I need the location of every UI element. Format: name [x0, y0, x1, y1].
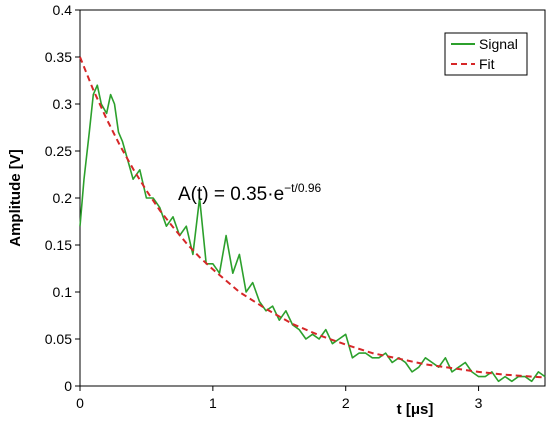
y-tick-label: 0.15 [45, 237, 72, 253]
y-axis: 0 0.05 0.1 0.15 0.2 0.25 0.3 0.35 0.4 [45, 2, 80, 394]
x-axis-title: t [μs] [397, 401, 434, 418]
x-tick-label: 0 [76, 395, 84, 411]
legend-label-fit: Fit [479, 56, 495, 72]
series-layer [79, 56, 546, 383]
y-tick-label: 0.25 [45, 143, 72, 159]
fit-equation-exponent: −t/0.96 [284, 181, 321, 195]
legend-box [444, 32, 528, 76]
y-tick-label: 0.1 [53, 284, 73, 300]
x-axis: 0 1 2 3 [76, 386, 483, 411]
legend: Signal Fit [444, 32, 528, 76]
x-tick-label: 2 [342, 395, 350, 411]
y-tick-label: 0.3 [53, 96, 73, 112]
fit-equation-base: A(t) = 0.35·e [178, 184, 284, 205]
series-line-fit [79, 56, 546, 379]
x-tick-label: 1 [209, 395, 217, 411]
fit-equation: A(t) = 0.35·e−t/0.96 [178, 181, 321, 205]
y-tick-label: 0.05 [45, 331, 72, 347]
x-tick-label: 3 [475, 395, 483, 411]
y-tick-label: 0.2 [53, 190, 73, 206]
y-tick-label: 0.35 [45, 49, 72, 65]
y-tick-label: 0 [64, 378, 72, 394]
legend-label-signal: Signal [479, 36, 518, 52]
series-line-signal [79, 84, 546, 383]
y-axis-title: Amplitude [V] [7, 149, 24, 247]
y-tick-label: 0.4 [53, 2, 73, 18]
